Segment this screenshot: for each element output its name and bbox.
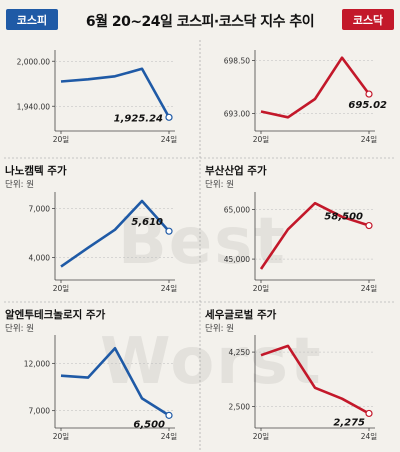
kosdaq-x-tick-label: 24일	[361, 135, 378, 144]
busan-x-tick-label: 24일	[361, 284, 378, 293]
watermark-best: Best	[118, 205, 287, 279]
kospi-badge: 코스피	[6, 9, 58, 30]
kosdaq-y-tick-label: 698.50	[224, 57, 250, 66]
nanocamtech-y-tick-label: 7,000	[29, 204, 51, 213]
kospi-end-point	[165, 113, 173, 121]
alrun-series-line	[60, 346, 170, 417]
sewoo-x-tick-label: 24일	[361, 432, 378, 441]
sewoo-end-label: 2,275	[333, 417, 365, 428]
alrun-x-tick-label: 24일	[161, 432, 178, 441]
sewoo-y-tick-label: 2,500	[229, 402, 251, 411]
alrun-x-tick-label: 20일	[53, 432, 70, 441]
kosdaq-end-point	[365, 90, 373, 98]
nanocamtech-series-line	[60, 199, 170, 268]
nanocamtech-y-tick-label: 4,000	[29, 254, 51, 263]
busan-series-line	[259, 201, 370, 270]
alrun-title: 알엔투테크놀로지 주가	[5, 308, 106, 321]
kosdaq-badge: 코스닥	[342, 9, 394, 30]
busan-y-tick-label: 45,000	[224, 255, 250, 264]
kosdaq-end-label: 695.02	[348, 100, 387, 111]
busan-end-label: 58,500	[324, 212, 363, 223]
nanocamtech-x-tick-label: 24일	[161, 284, 178, 293]
alrun-end-point	[165, 411, 173, 419]
alrun-y-tick-label: 12,000	[24, 359, 50, 368]
sewoo-x-tick-label: 20일	[253, 432, 270, 441]
header: 코스피 6월 20~24일 코스피·코스닥 지수 추이 코스닥	[0, 0, 400, 40]
nanocamtech-end-point	[165, 227, 173, 235]
sewoo-end-point	[365, 409, 373, 418]
nanocamtech-unit: 단위: 원	[5, 179, 34, 190]
busan-y-tick-label: 65,000	[224, 205, 250, 214]
sewoo-series-line	[260, 344, 370, 415]
alrun-y-tick-label: 7,000	[29, 407, 51, 416]
kosdaq-x-tick-label: 20일	[253, 135, 270, 144]
kosdaq-series-line	[260, 56, 371, 119]
nanocamtech-x-tick-label: 20일	[53, 284, 70, 293]
kospi-y-tick-label: 1,940.00	[17, 102, 51, 111]
sewoo-unit: 단위: 원	[205, 323, 234, 334]
kospi-series-line	[60, 67, 171, 118]
alrun-unit: 단위: 원	[5, 323, 34, 334]
kospi-x-tick-label: 20일	[53, 135, 70, 144]
busan-x-tick-label: 20일	[253, 284, 270, 293]
alrun-end-label: 6,500	[133, 419, 165, 430]
kospi-y-tick-label: 2,000.00	[17, 57, 51, 66]
kosdaq-y-tick-label: 693.00	[224, 109, 250, 118]
kospi-x-tick-label: 24일	[161, 135, 178, 144]
sewoo-title: 세우글로벌 주가	[205, 308, 277, 321]
nanocamtech-title: 나노캠텍 주가	[5, 164, 67, 177]
busan-unit: 단위: 원	[205, 179, 234, 190]
busan-end-point	[365, 221, 373, 230]
kospi-end-label: 1,925.24	[114, 113, 163, 124]
page-title: 6월 20~24일 코스피·코스닥 지수 추이	[85, 14, 315, 30]
nanocamtech-end-label: 5,610	[131, 217, 163, 228]
sewoo-y-tick-label: 4,250	[229, 348, 251, 357]
busan-title: 부산산업 주가	[205, 164, 267, 177]
